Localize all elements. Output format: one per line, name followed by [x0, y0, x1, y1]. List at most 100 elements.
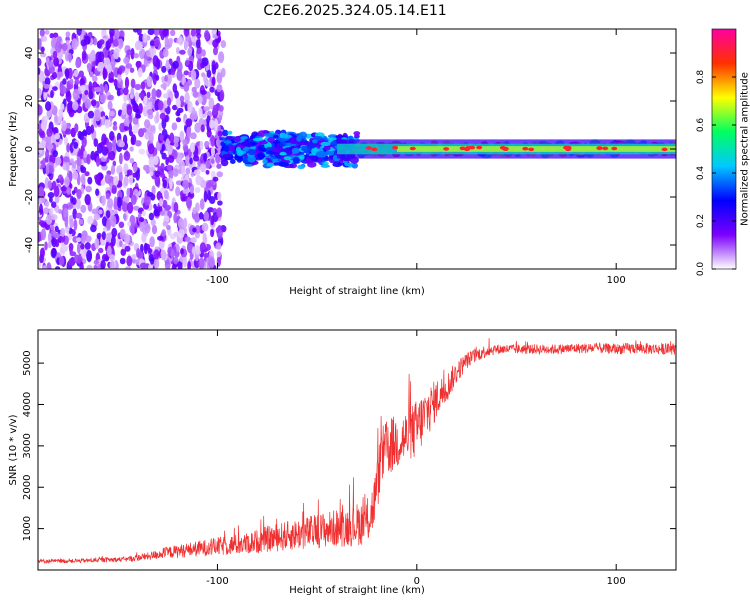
spectrogram-cell [204, 211, 210, 221]
snr-marks [38, 338, 676, 563]
spectrogram-cell [127, 105, 133, 116]
spectrogram-cell [83, 151, 87, 158]
spectrogram-cell [156, 111, 160, 122]
spectrogram-cell [119, 141, 125, 147]
spectrogram-cell [131, 224, 135, 235]
spectrogram-cell [46, 214, 53, 225]
spectrogram-cell [45, 101, 51, 111]
spectrogram-cell [218, 131, 223, 137]
spectrogram-cell [60, 228, 65, 237]
spectrogram-cell [100, 260, 105, 269]
spectrogram-cell [136, 248, 140, 258]
spectrogram-cell [80, 150, 84, 160]
spectrogram-cell [223, 154, 232, 158]
spectrogram-cell [141, 81, 146, 90]
spectrogram-cell [98, 248, 103, 253]
spectrogram-cell [119, 30, 124, 37]
spectrogram-cell [120, 229, 126, 240]
spectrogram-cell [107, 95, 113, 101]
spectrogram-cell [36, 105, 42, 116]
spectrogram-cell [142, 211, 146, 217]
spectrogram-cell [113, 39, 119, 47]
spectrogram-cell [163, 221, 168, 226]
spectrogram-cell [216, 242, 222, 249]
spectrogram-cell [192, 228, 197, 233]
spectrogram-cell [185, 155, 189, 166]
spectrogram-cell [101, 180, 105, 186]
spectrogram-cell [296, 136, 301, 142]
spectrogram-cell [176, 47, 180, 54]
colorbar-gradient [712, 29, 736, 269]
spectrogram-cell [169, 38, 174, 45]
spectrogram-cell [74, 219, 78, 231]
spectrogram-cell [38, 186, 44, 197]
spectrogram-cell [191, 29, 196, 37]
spectrogram-cell [133, 163, 138, 172]
spectrogram-cell [135, 41, 140, 50]
spectrogram-cell [86, 250, 92, 262]
spectrogram-cell [136, 109, 140, 114]
spectrogram-cell [58, 174, 63, 181]
colorbar-tick-label: 0.6 [696, 118, 706, 133]
spectrogram-cell [124, 196, 130, 203]
spectrogram-cell [147, 92, 151, 98]
spectrogram-cell [123, 57, 129, 64]
spectrogram-cell [195, 187, 201, 193]
figure-title: C2E6.2025.324.05.14.E11 [263, 3, 446, 19]
spectrogram-cell [182, 180, 189, 190]
spectrogram-cell [61, 186, 67, 191]
carrier-peak [662, 148, 668, 152]
spectrogram-cell [80, 85, 86, 92]
spectrogram-cell [98, 209, 103, 214]
spectrogram-cell [130, 158, 135, 164]
spectrogram-cell [133, 27, 139, 33]
spectrogram-cell [173, 256, 178, 264]
spectrogram-cell [153, 26, 160, 36]
spectrogram-cell [200, 198, 205, 210]
spectrogram-cell [203, 106, 210, 111]
spectrogram-cell [196, 39, 201, 48]
spectrogram-cell [159, 198, 163, 206]
spectrogram-cell [178, 35, 183, 46]
carrier-peak [522, 147, 528, 151]
spectrogram-cell [162, 144, 166, 152]
spectrogram-cell [39, 204, 43, 215]
spectrogram-cell [69, 219, 73, 229]
spectrogram-cell [106, 40, 110, 50]
y-tick-label: 4000 [22, 392, 33, 417]
spectrogram-cell [84, 36, 91, 45]
spectrogram-cell [178, 228, 184, 238]
spectrogram-cell [158, 100, 164, 110]
spectrogram-cell [248, 149, 256, 156]
spectrogram-cell [182, 139, 188, 145]
spectrogram-cell [247, 156, 255, 163]
spectrogram-cell [138, 149, 145, 155]
spectrogram-cell [217, 251, 221, 258]
spectrogram-cell [91, 99, 97, 106]
spectrogram-cell [144, 119, 150, 128]
spectrogram-cell [190, 143, 195, 152]
spectrogram-cell [43, 207, 49, 214]
spectrogram-cell [257, 141, 268, 145]
spectrogram-cell [224, 145, 230, 152]
spectrogram-cell [218, 51, 224, 63]
spectrogram-cell [45, 30, 50, 35]
carrier-peak [476, 146, 482, 150]
spectrogram-cell [48, 242, 52, 249]
spectrogram-cell [183, 256, 187, 268]
spectrogram-cell [195, 175, 201, 185]
spectrogram-cell [135, 84, 142, 90]
colorbar-tick-label: 0.4 [696, 166, 706, 181]
spectrogram-cell [142, 128, 147, 133]
spectrogram-cell [55, 239, 59, 247]
spectrogram-cell [80, 243, 84, 250]
spectrogram-cell [194, 111, 198, 121]
carrier-peak [392, 146, 398, 150]
spectrogram-cell [109, 111, 115, 117]
spectrogram-cell [77, 243, 81, 254]
spectrogram-cell [116, 31, 120, 38]
spectrogram-cell [87, 63, 92, 73]
spectrogram-cell [63, 208, 68, 218]
spectrogram-cell [87, 177, 92, 185]
spectrogram-cell [94, 138, 99, 147]
